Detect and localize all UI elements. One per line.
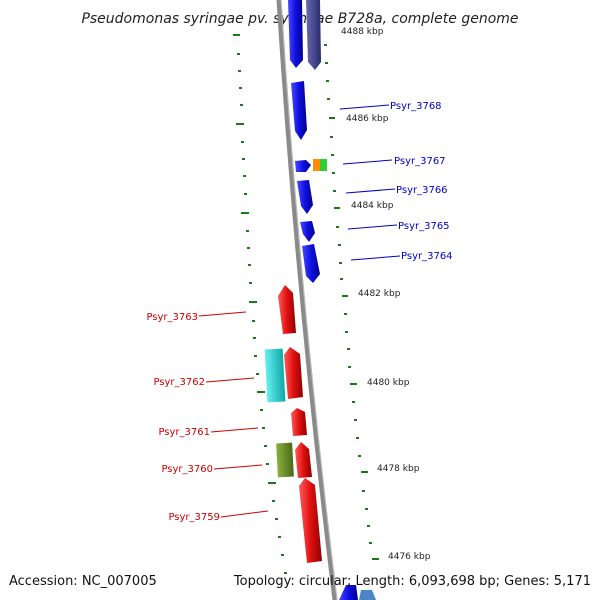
gene-label-psyr-3760[interactable]: Psyr_3760 xyxy=(161,464,213,475)
gene-label-psyr-3761[interactable]: Psyr_3761 xyxy=(158,427,210,438)
feature-olive-psyr-3760[interactable] xyxy=(276,442,294,478)
gc-skew-ticks-left xyxy=(233,34,287,574)
reverse-strand-genes xyxy=(264,285,322,563)
scale-label-4486: 4486 kbp xyxy=(346,114,389,124)
gene-arrow-psyr-3760[interactable] xyxy=(295,442,312,478)
feature-cyan-psyr-3762[interactable] xyxy=(264,348,286,403)
gene-label-psyr-3768[interactable]: Psyr_3768 xyxy=(390,101,442,112)
gene-arrow-bottom-steel[interactable] xyxy=(359,590,376,600)
accession-label: Accession: NC_007005 xyxy=(9,574,157,589)
gene-arrow-psyr-3766[interactable] xyxy=(297,180,313,214)
scale-labels: 4488 kbp 4486 kbp 4484 kbp 4482 kbp 4480… xyxy=(341,27,431,562)
gene-arrow-psyr-3759[interactable] xyxy=(299,478,322,563)
gene-label-psyr-3759[interactable]: Psyr_3759 xyxy=(168,512,220,523)
gene-label-psyr-3763[interactable]: Psyr_3763 xyxy=(146,312,198,323)
gene-arrow-psyr-3763[interactable] xyxy=(278,285,296,334)
reverse-gene-labels: Psyr_3763 Psyr_3762 Psyr_3761 Psyr_3760 … xyxy=(146,312,220,523)
gene-arrow-top-blue[interactable] xyxy=(288,0,303,68)
genome-backbone-shadow xyxy=(280,0,338,600)
gene-label-psyr-3764[interactable]: Psyr_3764 xyxy=(401,251,453,262)
feature-green-psyr-3767[interactable] xyxy=(320,159,327,171)
forward-gene-labels: Psyr_3768 Psyr_3767 Psyr_3766 Psyr_3765 … xyxy=(390,101,453,262)
genome-backbone xyxy=(276,0,338,600)
topology-label: Topology: circular; Length: 6,093,698 bp… xyxy=(233,574,591,589)
gc-content-ticks-right xyxy=(324,44,379,560)
gene-label-psyr-3766[interactable]: Psyr_3766 xyxy=(396,185,448,196)
gene-arrow-psyr-3767[interactable] xyxy=(295,160,311,172)
forward-label-leaders xyxy=(339,104,401,261)
gene-arrow-psyr-3762[interactable] xyxy=(284,347,303,399)
reverse-label-leaders xyxy=(198,311,269,518)
gene-arrow-top-navy[interactable] xyxy=(306,0,321,70)
gene-arrow-bottom-blue[interactable] xyxy=(339,585,358,600)
gene-arrow-psyr-3761[interactable] xyxy=(291,408,307,436)
scale-label-4482: 4482 kbp xyxy=(358,289,401,299)
gene-arrow-psyr-3765[interactable] xyxy=(300,221,315,242)
scale-label-4478: 4478 kbp xyxy=(377,464,420,474)
scale-label-4488: 4488 kbp xyxy=(341,27,384,37)
scale-label-4476: 4476 kbp xyxy=(388,552,431,562)
gene-arrow-psyr-3768[interactable] xyxy=(291,81,307,140)
scale-label-4484: 4484 kbp xyxy=(351,201,394,211)
gene-label-psyr-3765[interactable]: Psyr_3765 xyxy=(398,221,450,232)
gene-label-psyr-3762[interactable]: Psyr_3762 xyxy=(153,377,205,388)
feature-orange-psyr-3767[interactable] xyxy=(313,159,320,171)
gene-arrow-psyr-3764[interactable] xyxy=(302,244,320,283)
gene-label-psyr-3767[interactable]: Psyr_3767 xyxy=(394,156,446,167)
forward-strand-genes xyxy=(288,0,376,600)
scale-label-4480: 4480 kbp xyxy=(367,378,410,388)
